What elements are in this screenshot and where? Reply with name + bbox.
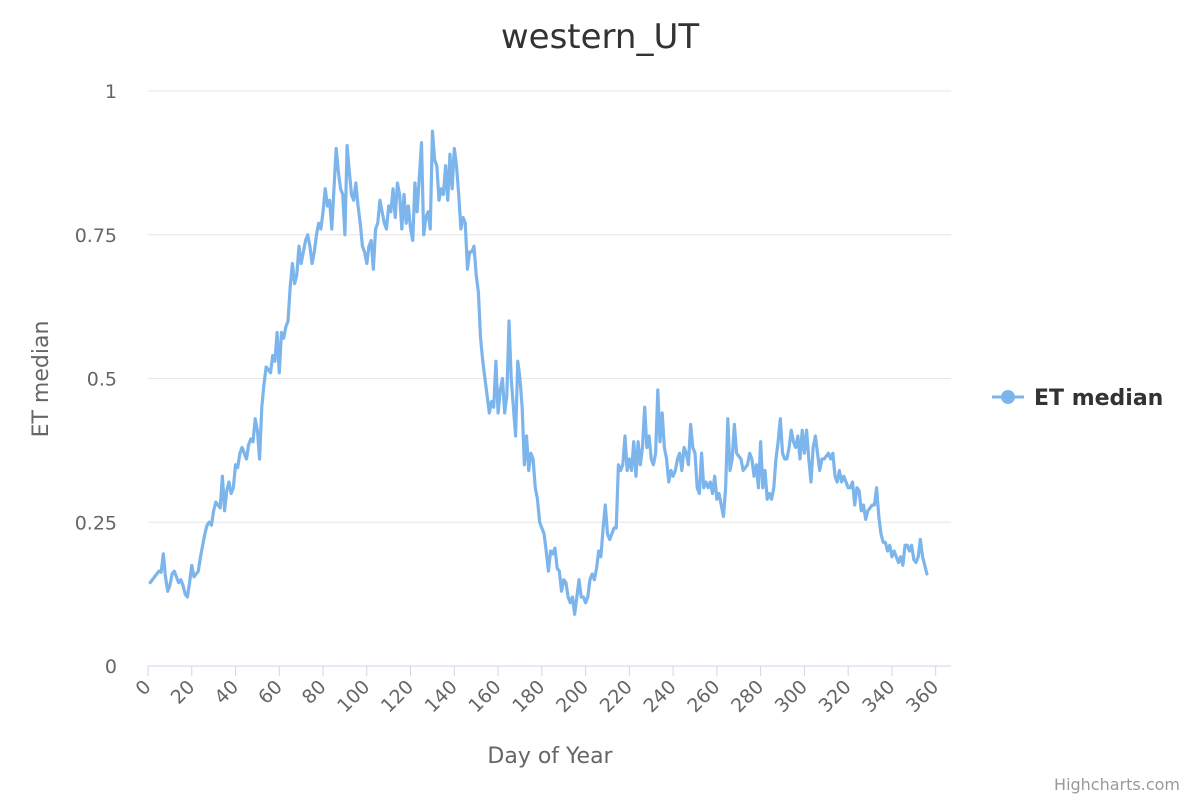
x-tick-label: 220: [596, 676, 637, 717]
x-tick-label: 360: [902, 676, 943, 717]
x-tick-label: 60: [254, 676, 287, 709]
legend-label[interactable]: ET median: [1034, 386, 1163, 411]
chart-title: western_UT: [501, 17, 700, 57]
y-tick-label: 0.5: [87, 369, 117, 391]
x-tick-label: 0: [131, 676, 155, 700]
legend[interactable]: ET median: [992, 386, 1163, 411]
x-tick-label: 20: [167, 676, 200, 709]
x-tick-label: 180: [508, 676, 549, 717]
y-tick-label: 0.25: [75, 512, 117, 534]
y-axis-title: ET median: [29, 321, 54, 438]
y-tick-label: 0.75: [75, 225, 117, 247]
x-tick-label: 320: [814, 676, 855, 717]
y-tick-label: 0: [105, 656, 117, 678]
x-tick-label: 340: [858, 676, 899, 717]
series-group: [148, 129, 929, 616]
x-tick-label: 200: [552, 676, 593, 717]
y-axis-ticks: 0 0.25 0.5 0.75 1: [75, 81, 117, 678]
y-tick-label: 1: [105, 81, 117, 103]
x-tick-label: 160: [464, 676, 505, 717]
x-tick-label: 280: [727, 676, 768, 717]
x-axis-title: Day of Year: [487, 744, 613, 769]
x-tick-label: 120: [377, 676, 418, 717]
x-tick-label: 80: [298, 676, 331, 709]
x-tick-label: 240: [639, 676, 680, 717]
credits-link[interactable]: Highcharts.com: [1054, 775, 1180, 794]
x-tick-label: 260: [683, 676, 724, 717]
x-tick-label: 140: [421, 676, 462, 717]
x-axis-ticks: 0 20 40 60 80 100 120 140 160 180 200 220 240 260 280 3…: [131, 666, 943, 717]
series-line-0[interactable]: [148, 129, 929, 616]
grid-lines: [148, 90, 951, 523]
x-tick-label: 40: [210, 676, 243, 709]
x-tick-label: 100: [333, 676, 374, 717]
x-tick-label: 300: [771, 676, 812, 717]
legend-marker: [1001, 390, 1015, 404]
